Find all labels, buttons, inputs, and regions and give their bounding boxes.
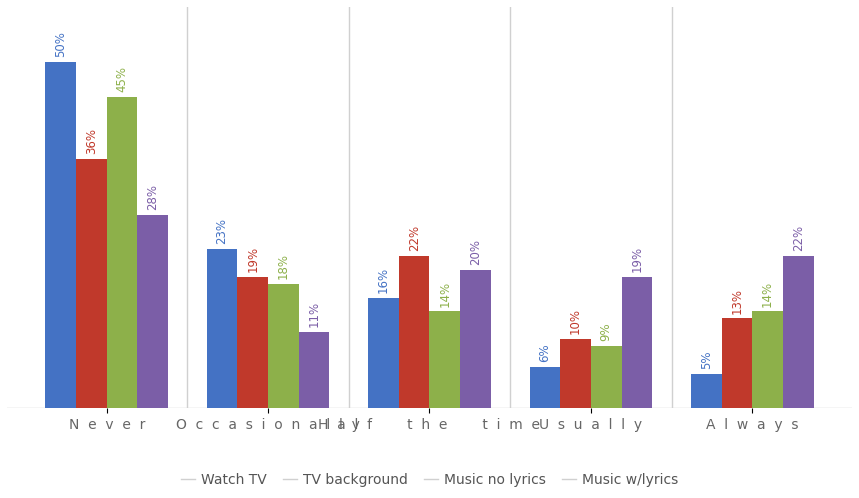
Text: 10%: 10% — [569, 308, 582, 334]
Text: 50%: 50% — [54, 31, 67, 57]
Bar — [591, 346, 622, 408]
Bar — [560, 339, 591, 408]
Bar — [76, 159, 107, 408]
Text: 18%: 18% — [277, 253, 290, 279]
Bar — [268, 284, 299, 408]
Bar — [107, 97, 137, 408]
Text: 19%: 19% — [247, 246, 259, 272]
Text: 23%: 23% — [216, 218, 228, 245]
Text: 22%: 22% — [408, 225, 421, 251]
Bar — [399, 256, 430, 408]
Text: 14%: 14% — [761, 280, 774, 307]
Legend: Watch TV, TV background, Music no lyrics, Music w/lyrics: Watch TV, TV background, Music no lyrics… — [176, 468, 683, 493]
Text: 14%: 14% — [438, 280, 451, 307]
Text: 13%: 13% — [730, 287, 744, 314]
Bar — [46, 62, 76, 408]
Text: 6%: 6% — [539, 343, 551, 362]
Text: 19%: 19% — [631, 246, 643, 272]
Bar — [460, 270, 490, 408]
Bar — [369, 298, 399, 408]
Text: 36%: 36% — [85, 128, 98, 154]
Text: 11%: 11% — [308, 301, 320, 327]
Bar — [299, 332, 330, 408]
Text: 9%: 9% — [600, 323, 612, 341]
Text: 20%: 20% — [469, 239, 482, 265]
Text: 16%: 16% — [377, 266, 390, 293]
Bar — [207, 249, 237, 408]
Text: 28%: 28% — [146, 184, 159, 210]
Bar — [783, 256, 813, 408]
Bar — [137, 215, 168, 408]
Bar — [237, 277, 268, 408]
Bar — [529, 367, 560, 408]
Bar — [752, 311, 783, 408]
Bar — [430, 311, 460, 408]
Bar — [622, 277, 652, 408]
Text: 45%: 45% — [115, 66, 129, 92]
Text: 22%: 22% — [792, 225, 805, 251]
Bar — [691, 374, 722, 408]
Bar — [722, 318, 752, 408]
Text: 5%: 5% — [700, 351, 713, 369]
